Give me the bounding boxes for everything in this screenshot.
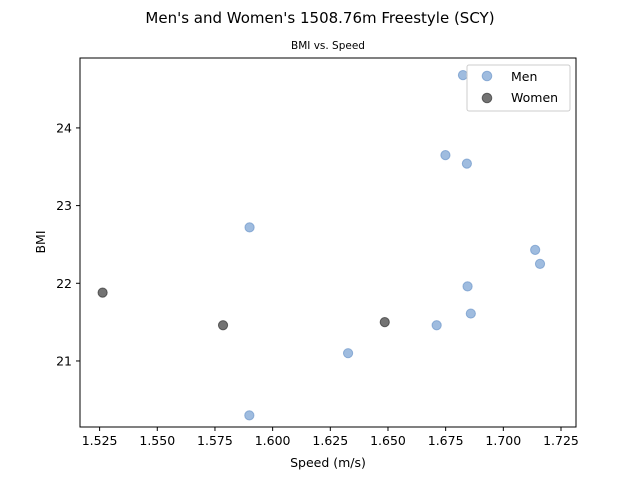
data-point-women — [97, 287, 108, 298]
chart-subtitle: BMI vs. Speed — [291, 40, 365, 52]
data-point-women — [217, 320, 229, 331]
data-point-men — [457, 69, 469, 81]
x-tick-label: 1.650 — [370, 433, 406, 448]
legend: Men Women — [466, 64, 571, 112]
data-point-men — [244, 222, 255, 233]
data-point-men — [461, 158, 472, 169]
x-tick-label: 1.525 — [82, 433, 118, 448]
data-point-men — [462, 281, 473, 292]
legend-label-women: Women — [511, 90, 558, 105]
data-points — [97, 69, 546, 421]
legend-marker-women — [481, 92, 493, 104]
legend-box — [466, 64, 571, 112]
x-tick-label: 1.725 — [543, 433, 579, 448]
chart-title: Men's and Women's 1508.76m Freestyle (SC… — [145, 9, 494, 27]
data-point-men — [244, 410, 255, 421]
data-point-men — [534, 258, 546, 269]
y-tick-label: 24 — [56, 120, 72, 135]
y-axis-label: BMI — [33, 230, 48, 253]
legend-label-men: Men — [511, 69, 537, 84]
y-tick-label: 23 — [56, 198, 72, 213]
y-axis: 21 22 23 24 — [56, 120, 80, 368]
x-tick-label: 1.625 — [312, 433, 348, 448]
x-tick-label: 1.550 — [139, 433, 175, 448]
data-point-men — [431, 320, 442, 331]
x-axis-label: Speed (m/s) — [290, 455, 366, 470]
x-axis: 1.525 1.550 1.575 1.600 1.625 1.650 1.675 1.700… — [82, 427, 579, 448]
x-tick-label: 1.700 — [485, 433, 521, 448]
data-point-men — [342, 348, 354, 359]
data-point-women — [379, 317, 390, 328]
data-point-men — [440, 150, 451, 161]
x-tick-label: 1.575 — [197, 433, 233, 448]
plot-area — [79, 57, 577, 428]
legend-marker-men — [481, 70, 493, 82]
data-point-men — [465, 308, 476, 319]
data-point-men — [530, 244, 541, 255]
y-tick-label: 21 — [56, 353, 72, 368]
x-tick-label: 1.600 — [255, 433, 291, 448]
y-tick-label: 22 — [56, 276, 72, 291]
x-tick-label: 1.675 — [428, 433, 464, 448]
